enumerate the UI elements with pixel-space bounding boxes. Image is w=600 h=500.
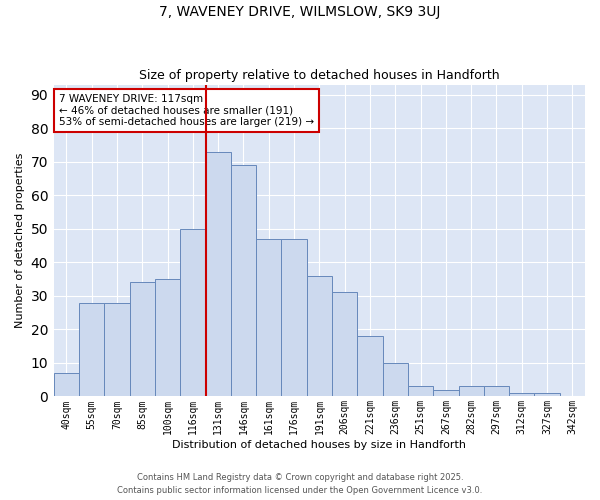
- Text: 7 WAVENEY DRIVE: 117sqm
← 46% of detached houses are smaller (191)
53% of semi-d: 7 WAVENEY DRIVE: 117sqm ← 46% of detache…: [59, 94, 314, 127]
- Bar: [130, 282, 155, 397]
- Bar: [104, 302, 130, 396]
- Text: Contains HM Land Registry data © Crown copyright and database right 2025.
Contai: Contains HM Land Registry data © Crown c…: [118, 474, 482, 495]
- Bar: [307, 276, 332, 396]
- Title: Size of property relative to detached houses in Handforth: Size of property relative to detached ho…: [139, 69, 500, 82]
- Bar: [484, 386, 509, 396]
- Bar: [408, 386, 433, 396]
- Bar: [509, 393, 535, 396]
- Bar: [281, 239, 307, 396]
- Bar: [458, 386, 484, 396]
- Bar: [155, 279, 180, 396]
- Text: 7, WAVENEY DRIVE, WILMSLOW, SK9 3UJ: 7, WAVENEY DRIVE, WILMSLOW, SK9 3UJ: [160, 5, 440, 19]
- Y-axis label: Number of detached properties: Number of detached properties: [15, 153, 25, 328]
- Bar: [358, 336, 383, 396]
- Bar: [180, 228, 206, 396]
- X-axis label: Distribution of detached houses by size in Handforth: Distribution of detached houses by size …: [172, 440, 466, 450]
- Bar: [332, 292, 358, 397]
- Bar: [54, 373, 79, 396]
- Bar: [383, 363, 408, 396]
- Bar: [79, 302, 104, 396]
- Bar: [535, 393, 560, 396]
- Bar: [433, 390, 458, 396]
- Bar: [231, 165, 256, 396]
- Bar: [206, 152, 231, 396]
- Bar: [256, 239, 281, 396]
